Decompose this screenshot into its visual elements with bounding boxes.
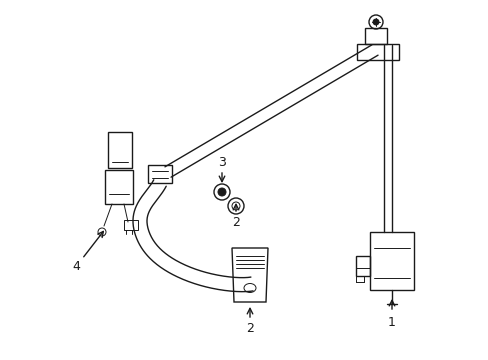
- Bar: [124, 220, 138, 230]
- Text: 4: 4: [72, 260, 80, 273]
- Text: 1: 1: [387, 315, 395, 328]
- Bar: [364, 28, 386, 44]
- Bar: [105, 170, 133, 204]
- Bar: [369, 232, 413, 290]
- Bar: [355, 256, 369, 276]
- Text: 3: 3: [218, 156, 225, 168]
- Bar: [108, 132, 132, 168]
- Text: 2: 2: [245, 321, 253, 334]
- Bar: [148, 165, 172, 183]
- Bar: [356, 44, 398, 60]
- Text: 2: 2: [232, 216, 240, 229]
- Circle shape: [218, 188, 225, 196]
- Circle shape: [372, 19, 378, 25]
